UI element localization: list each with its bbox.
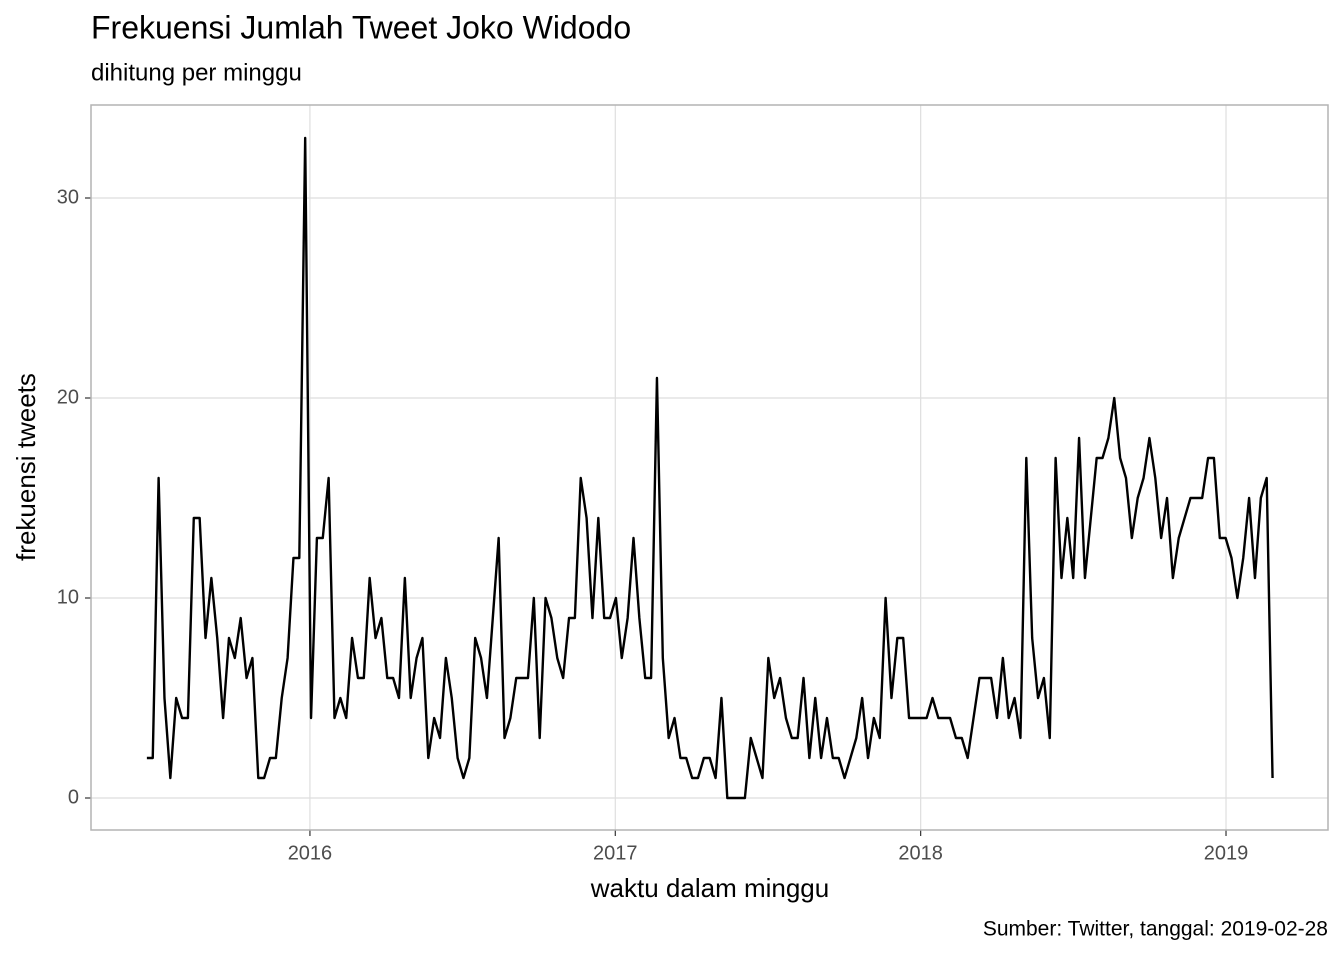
- y-tick-label: 10: [57, 586, 79, 608]
- x-tick-label: 2016: [288, 842, 333, 864]
- plot-area: 0 10 20 30 2016 2017 2018 2019: [57, 104, 1329, 864]
- x-tick-label: 2017: [593, 842, 638, 864]
- y-tick-label: 30: [57, 186, 79, 208]
- y-axis-title: frekuensi tweets: [11, 373, 41, 561]
- caption: Sumber: Twitter, tanggal: 2019-02-28: [983, 918, 1328, 941]
- x-axis-title: waktu dalam minggu: [590, 873, 829, 903]
- y-tick-label: 20: [57, 386, 79, 408]
- y-tick-label: 0: [68, 786, 79, 808]
- panel-border: [90, 104, 1329, 831]
- series-line: [146, 136, 1274, 800]
- chart-subtitle: dihitung per minggu: [91, 59, 302, 86]
- chart-title: Frekuensi Jumlah Tweet Joko Widodo: [91, 9, 631, 45]
- x-tick-label: 2019: [1204, 842, 1249, 864]
- panel: [91, 105, 1328, 830]
- x-tick-label: 2018: [898, 842, 943, 864]
